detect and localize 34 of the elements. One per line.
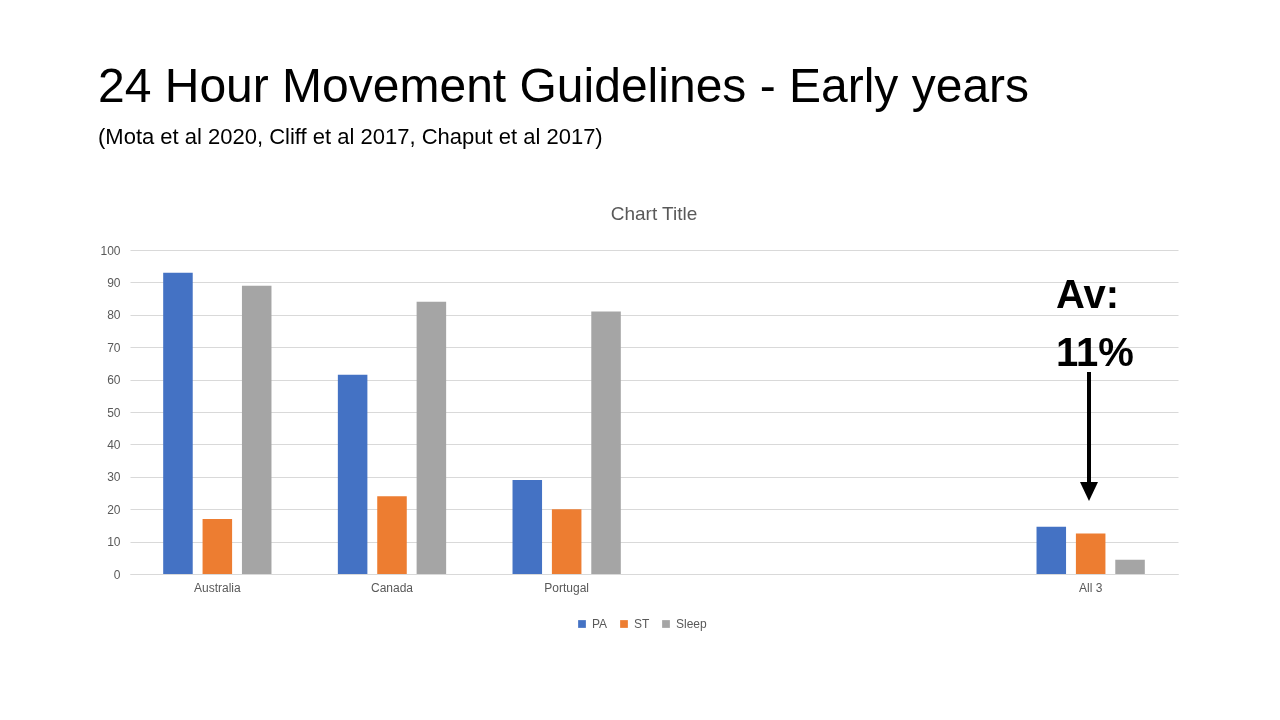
annotation: Av: 11% [1056,271,1135,376]
y-tick-label: 90 [107,275,121,290]
y-tick-label: 30 [107,470,121,485]
legend-label: PA [592,617,608,631]
bar [377,496,407,574]
bar [202,518,233,574]
y-tick-label: 70 [107,340,121,355]
y-tick-label: 10 [107,535,121,550]
x-tick-label: All 3 [1078,580,1103,595]
legend-label: Sleep [676,617,708,631]
legend-label: ST [634,617,650,631]
bar [337,374,368,574]
bar [512,480,543,574]
x-tick-label: Portugal [544,580,590,595]
y-tick-label: 50 [107,405,121,420]
x-tick-label: Canada [370,580,414,595]
bar [163,272,193,574]
y-tick-label: 100 [100,243,121,258]
y-tick-label: 40 [107,437,121,452]
y-tick-label: 80 [107,308,121,323]
y-tick-label: 0 [113,567,121,582]
chart-subtitle: (Mota et al 2020, Cliff et al 2017, Chaput et al 2017) [98,124,603,150]
bar [1115,559,1145,574]
bar [551,509,582,574]
text: Chart Title [610,203,698,224]
bar [416,301,447,574]
bar [241,285,272,574]
chart-title: 24 Hour Movement Guidelines - Early years [98,59,1030,112]
y-tick-label: 20 [107,502,121,517]
x-tick-label: Australia [193,580,241,595]
y-tick-label: 60 [107,373,121,388]
bar [591,311,621,574]
bar [1075,533,1106,574]
bar [1036,526,1067,574]
